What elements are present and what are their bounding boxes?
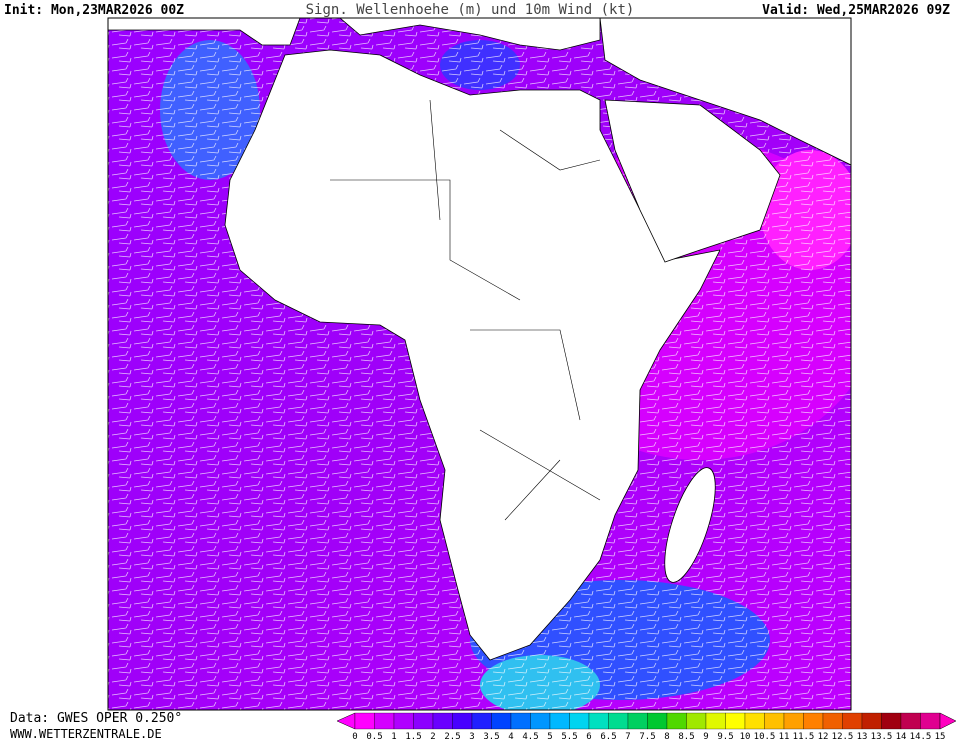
colorbar-box [354,712,375,730]
colorbar-box [725,712,746,730]
colorbar-label: 6 [586,732,591,741]
colorbar-box [783,712,804,730]
colorbar-box [686,712,707,730]
colorbar-box [471,712,492,730]
colorbar-box [549,712,570,730]
colorbar-label: 4 [508,732,513,741]
colorbar-label: 9.5 [717,732,733,741]
colorbar-box [764,712,785,730]
colorbar-box [803,712,824,730]
colorbar-label: 12 [818,732,829,741]
colorbar-box [608,712,629,730]
colorbar-box [744,712,765,730]
colorbar-label: 11 [779,732,790,741]
colorbar-box [822,712,843,730]
colorbar-label: 3.5 [483,732,499,741]
colorbar-label: 0.5 [366,732,382,741]
colorbar-label: 7 [625,732,630,741]
colorbar-arrow [939,712,957,730]
map-frame [107,17,852,711]
colorbar-label: 8.5 [678,732,694,741]
colorbar-box [588,712,609,730]
colorbar-label: 4.5 [522,732,538,741]
map-title: Sign. Wellenhoehe (m) und 10m Wind (kt) [306,2,635,18]
colorbar-box [393,712,414,730]
colorbar-box [842,712,863,730]
data-source: Data: GWES OPER 0.250° [10,711,182,726]
colorbar-box [900,712,921,730]
colorbar-box [510,712,531,730]
colorbar-label: 15 [935,732,946,741]
colorbar-label: 11.5 [793,732,815,741]
colorbar-box [647,712,668,730]
colorbar-label: 7.5 [639,732,655,741]
colorbar-label: 5 [547,732,552,741]
colorbar-label: 2 [430,732,435,741]
colorbar-arrow [336,712,356,730]
colorbar-label: 10.5 [754,732,776,741]
colorbar-box [413,712,434,730]
colorbar-box [920,712,941,730]
colorbar-box [705,712,726,730]
colorbar: 0 0.5 1 1.5 2 2.5 3 3.5 4 4.5 5 5.5 6 6.5 7 7.5 8 8.5 9 9.5… [336,712,957,742]
colorbar-label: 14.5 [910,732,932,741]
map [108,18,851,710]
colorbar-label: 0 [352,732,357,741]
init-time: Init: Mon,23MAR2026 00Z [4,3,184,18]
colorbar-label: 8 [664,732,669,741]
colorbar-label: 1.5 [405,732,421,741]
colorbar-box [881,712,902,730]
website: WWW.WETTERZENTRALE.DE [10,727,162,741]
colorbar-box [569,712,590,730]
colorbar-label: 12.5 [832,732,854,741]
colorbar-label: 13 [857,732,868,741]
colorbar-box [432,712,453,730]
colorbar-box [374,712,395,730]
colorbar-label: 9 [703,732,708,741]
valid-time: Valid: Wed,25MAR2026 09Z [762,3,950,18]
colorbar-box [666,712,687,730]
colorbar-label: 14 [896,732,907,741]
colorbar-label: 1 [391,732,396,741]
colorbar-box [530,712,551,730]
colorbar-box [452,712,473,730]
colorbar-label: 13.5 [871,732,893,741]
colorbar-label: 2.5 [444,732,460,741]
colorbar-label: 3 [469,732,474,741]
colorbar-label: 5.5 [561,732,577,741]
colorbar-box [861,712,882,730]
colorbar-box [627,712,648,730]
colorbar-box [491,712,512,730]
colorbar-label: 6.5 [600,732,616,741]
colorbar-label: 10 [740,732,751,741]
